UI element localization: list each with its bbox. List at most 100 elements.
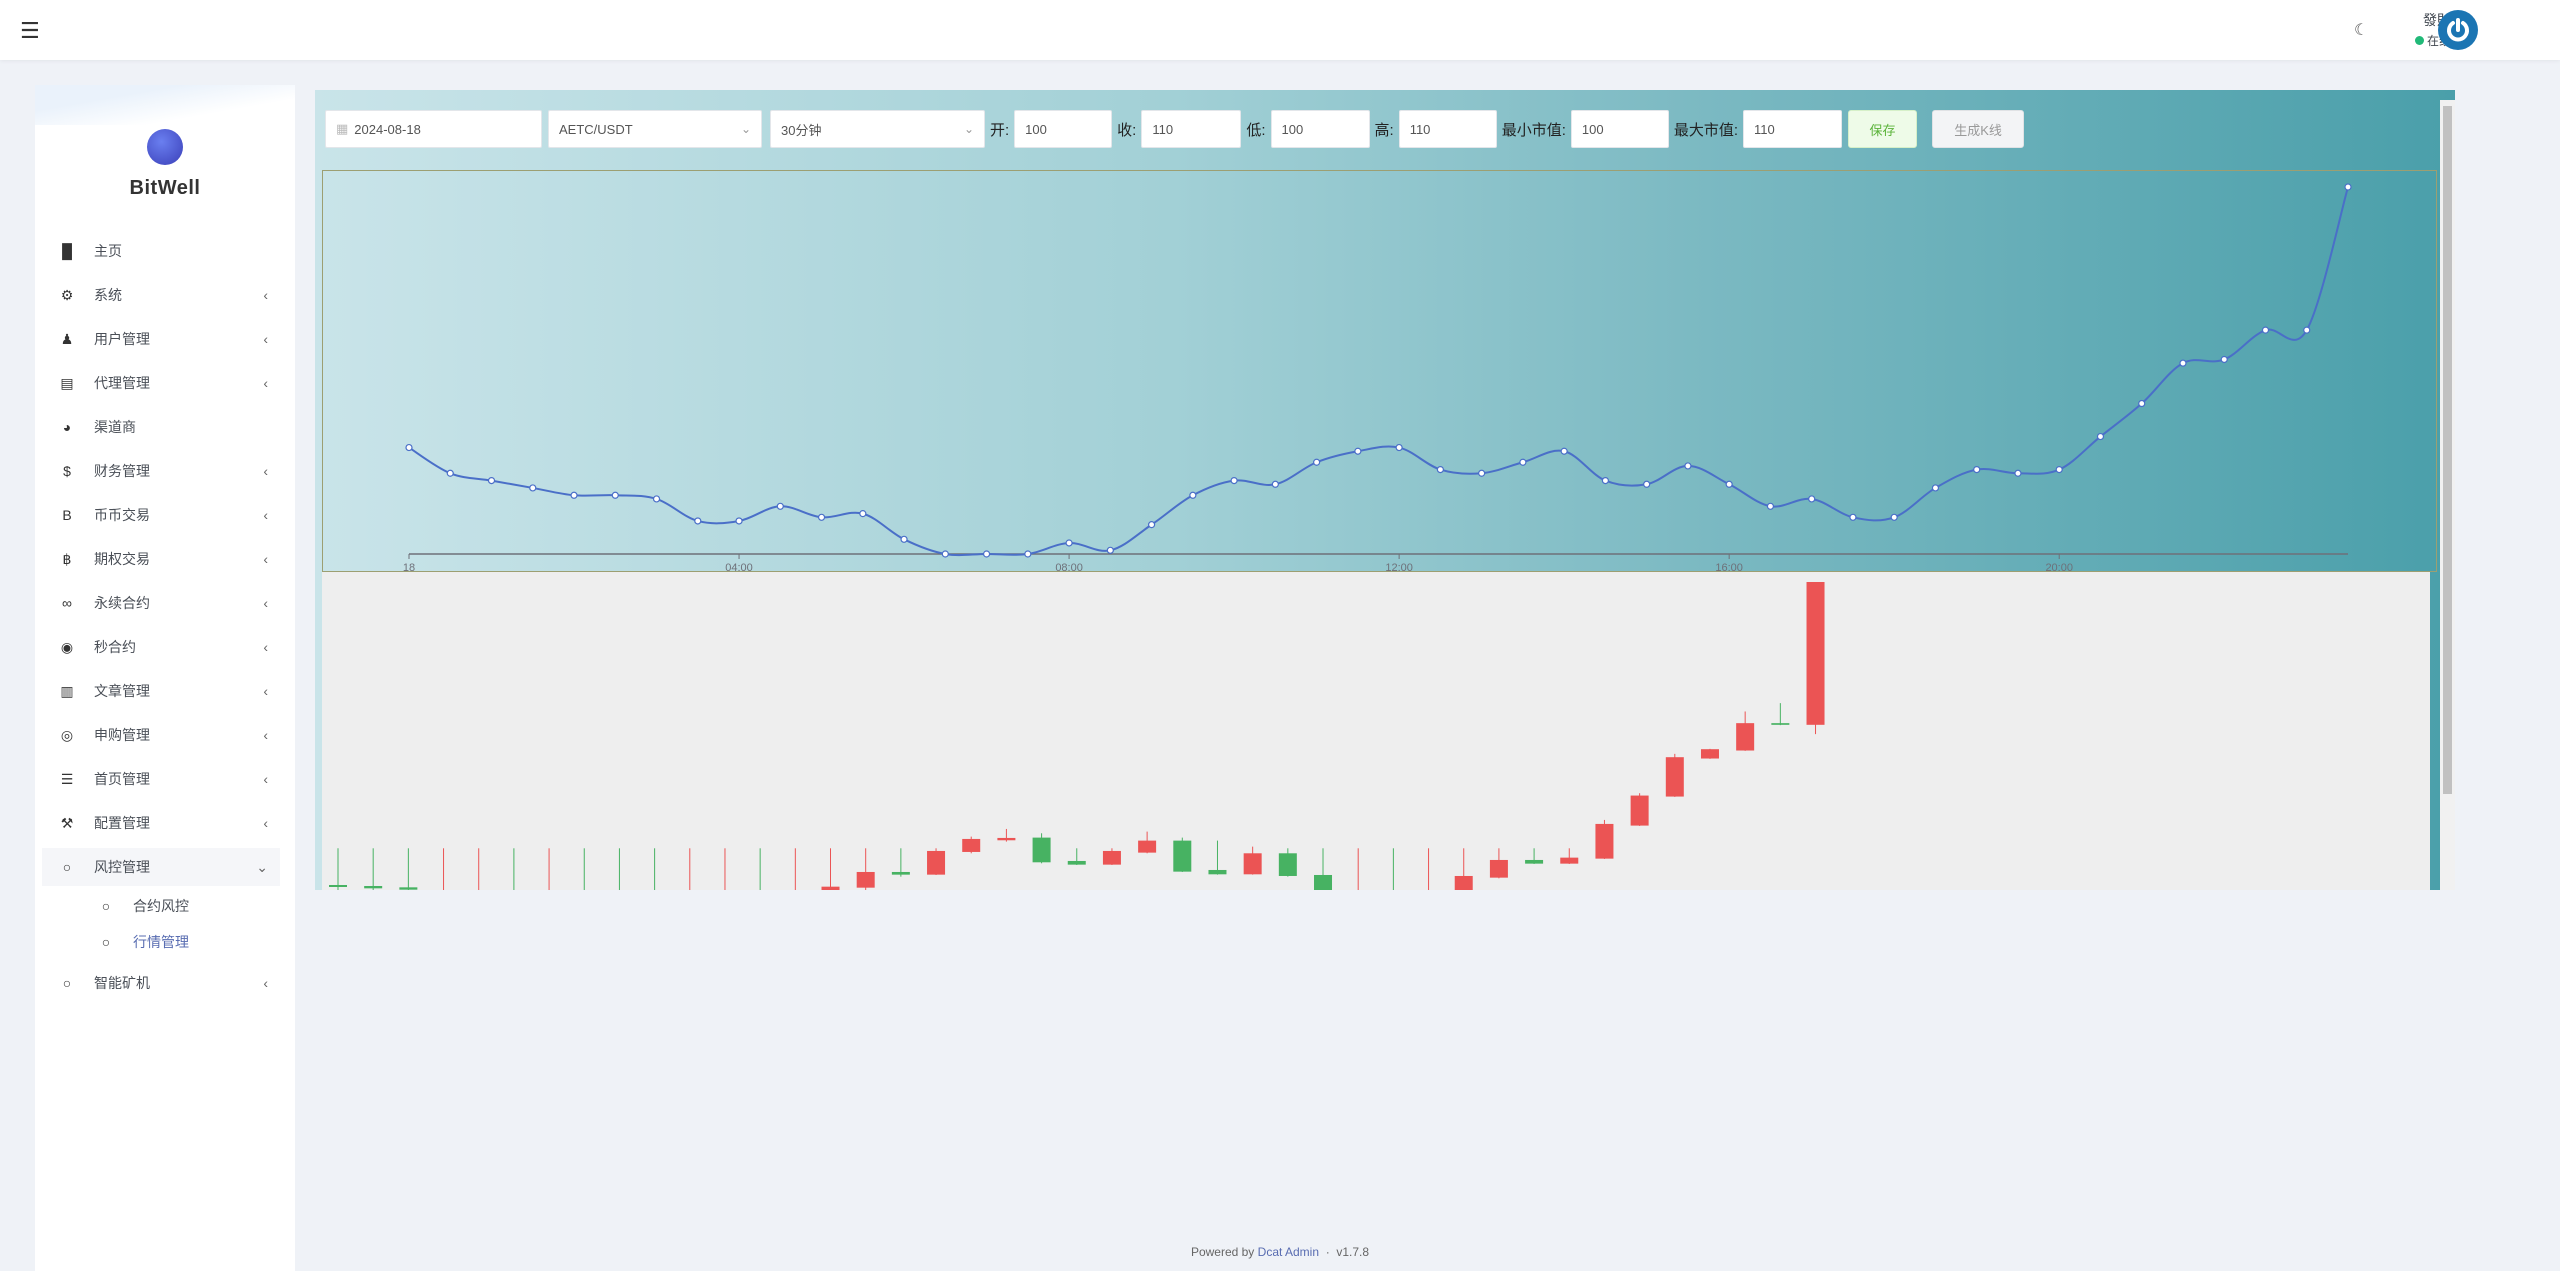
candle-body [997,837,1016,841]
sidebar-item-0[interactable]: ▐▌ 主页 [42,232,280,270]
candle-body [821,886,840,890]
interval-select[interactable]: 30分钟 ⌄ [770,110,985,148]
footer: Powered by Dcat Admin · v1.7.8 [0,1245,2560,1259]
menu-label: 代理管理 [94,375,150,391]
data-point [1354,447,1362,455]
sidebar-item-10[interactable]: ▥ 文章管理 ‹ [42,672,280,710]
chevron-down-icon: ⌄ [256,858,268,875]
high-input[interactable]: 110 [1398,110,1497,148]
open-input[interactable]: 100 [1014,110,1113,148]
x-tick-label: 04:00 [725,562,753,573]
dcat-admin-link[interactable]: Dcat Admin [1257,1245,1320,1259]
sidebar-item-5[interactable]: $ 财务管理 ‹ [42,452,280,490]
data-point [1684,462,1692,470]
sidebar-item-11[interactable]: ◎ 申购管理 ‹ [42,716,280,754]
menu-label: 主页 [94,243,122,259]
hamburger-icon[interactable]: ☰ [20,18,40,43]
x-tick-label: 20:00 [2045,562,2073,573]
data-point [1106,546,1114,554]
sidebar-item-8[interactable]: ∞ 永续合约 ‹ [42,584,280,622]
data-point [1725,480,1733,488]
sidebar-item-1[interactable]: ⚙ 系统 ‹ [42,276,280,314]
user-circle-icon: ◕ [62,419,72,435]
sidebar-item-6[interactable]: B 币币交易 ‹ [42,496,280,534]
bitcoin-icon: ฿ [62,550,72,567]
min-value: 100 [1581,121,1604,137]
circle-icon: ○ [62,975,72,991]
candle-body [856,871,875,888]
chevron-left-icon: ‹ [263,683,268,699]
max-value-input[interactable]: 110 [1743,110,1843,148]
pair-select[interactable]: AETC/USDT ⌄ [548,110,762,148]
save-button[interactable]: 保存 [1848,110,1918,148]
candle-body [1771,723,1790,725]
data-point [2179,359,2187,367]
candlestick-chart-svg [329,582,1825,890]
data-point [1436,465,1444,474]
scrollbar-thumb[interactable] [2443,106,2452,794]
list-icon: ☰ [60,770,74,787]
top-navbar: ☰ ☾ 發財 在线 [0,0,2560,60]
candle-body [1102,850,1121,865]
data-point [1230,477,1238,485]
moon-icon[interactable]: ☾ [2354,22,2369,39]
footer-prefix: Powered by [1190,1245,1255,1259]
data-point [1973,465,1981,474]
sidebar-subitem-1[interactable]: ○ 行情管理 [85,923,280,961]
data-point [652,495,661,503]
data-point [1601,477,1610,485]
data-point [529,484,537,492]
sidebar-item-mining[interactable]: ○ 智能矿机 ‹ [42,964,280,1002]
brand-logo [147,129,183,165]
menu-label: 首页管理 [94,771,150,787]
chevron-left-icon: ‹ [263,287,268,303]
data-point [859,510,867,518]
sidebar-item-2[interactable]: ♟ 用户管理 ‹ [42,320,280,358]
candle-body [1595,823,1614,859]
date-input[interactable]: ▦ 2024-08-18 [325,110,542,148]
menu-label: 财务管理 [94,463,150,479]
menu-label: 申购管理 [94,727,150,743]
footer-version: v1.7.8 [1336,1245,1370,1259]
data-point [982,550,991,558]
sidebar-item-7[interactable]: ฿ 期权交易 ‹ [42,540,280,578]
menu-label: 期权交易 [94,551,150,567]
link-icon: ∞ [62,595,72,611]
data-point [2055,465,2063,474]
close-input[interactable]: 110 [1141,110,1242,148]
avatar[interactable] [2438,10,2478,50]
generate-kline-button[interactable]: 生成K线 [1932,110,2025,148]
data-point [611,491,619,499]
candle-body [1138,840,1157,853]
data-point [735,517,743,525]
scrollbar[interactable] [2440,100,2455,890]
candle-body [1489,859,1508,878]
candle-body [364,885,383,889]
chevron-down-icon: ⌄ [740,122,751,136]
data-point [1931,484,1940,492]
sidebar-item-14[interactable]: ○ 风控管理 ⌄ [42,848,280,886]
candle-body [1736,723,1755,751]
data-point [1890,513,1898,521]
candle-body [1032,837,1051,863]
circle-icon: ○ [101,898,111,914]
candle-body [1454,875,1473,890]
high-value: 110 [1409,121,1431,137]
sidebar-item-9[interactable]: ◉ 秒合约 ‹ [42,628,280,666]
data-point [487,477,496,485]
sidebar-subitem-0[interactable]: ○ 合约风控 [85,887,280,925]
min-value-input[interactable]: 100 [1570,110,1669,148]
sidebar-item-4[interactable]: ◕ 渠道商 [42,408,280,446]
date-value: 2024-08-18 [354,121,421,137]
data-point [941,550,949,558]
data-point [2220,355,2228,364]
circle-icon: ○ [101,934,111,950]
sidebar-item-3[interactable]: ▤ 代理管理 ‹ [42,364,280,402]
x-tick-label: 16:00 [1715,562,1743,573]
sidebar-item-13[interactable]: ⚒ 配置管理 ‹ [42,804,280,842]
data-point [900,535,908,543]
chevron-left-icon: ‹ [263,727,268,743]
low-input[interactable]: 100 [1270,110,1370,148]
sidebar-item-12[interactable]: ☰ 首页管理 ‹ [42,760,280,798]
candle-body [1630,795,1649,826]
